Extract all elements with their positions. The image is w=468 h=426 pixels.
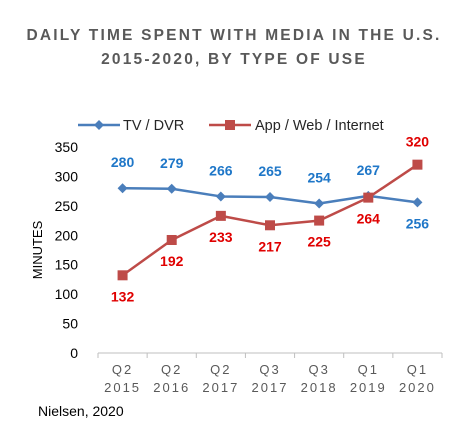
data-label: 256 (406, 215, 430, 231)
data-point (166, 234, 177, 245)
legend-label: App / Web / Internet (255, 118, 384, 134)
data-label: 192 (160, 253, 184, 269)
x-tick-label-quarter: Q2 (112, 362, 133, 377)
data-point (363, 192, 374, 203)
series-layer: 280 279 266 265 254 267 256 132 192 233 217 225 264 3… (111, 134, 429, 305)
data-point (117, 183, 128, 194)
data-label: 264 (357, 211, 381, 227)
data-label: 217 (258, 238, 282, 254)
x-tick-label-quarter: Q3 (259, 362, 280, 377)
data-point (215, 191, 226, 202)
legend-marker (94, 120, 104, 130)
x-tick-label-quarter: Q2 (161, 362, 182, 377)
data-point (314, 215, 325, 226)
data-point (215, 210, 226, 221)
data-label: 280 (111, 154, 135, 170)
data-point (117, 270, 128, 281)
data-label: 254 (307, 170, 331, 186)
x-tick-label-year: 2018 (301, 380, 338, 395)
data-point (412, 159, 423, 170)
data-label: 132 (111, 288, 135, 304)
x-tick-label-quarter: Q3 (308, 362, 329, 377)
data-point (166, 183, 177, 194)
series-app-web-internet: 132 192 233 217 225 264 320 (111, 134, 429, 305)
data-label: 266 (209, 162, 233, 178)
y-tick-label: 350 (55, 139, 79, 155)
y-tick-label: 200 (55, 227, 79, 243)
legend-marker (225, 120, 235, 130)
y-axis-title: MINUTES (30, 220, 45, 279)
data-point (314, 198, 325, 209)
y-tick-label: 250 (55, 198, 79, 214)
chart-title: DAILY TIME SPENT WITH MEDIA IN THE U.S. … (26, 27, 442, 68)
data-label: 265 (258, 163, 282, 179)
source-note: Nielsen, 2020 (38, 403, 124, 419)
data-label: 279 (160, 155, 184, 171)
legend: TV / DVR App / Web / Internet (78, 118, 384, 134)
x-tick-label-year: 2019 (350, 380, 387, 395)
y-tick-label: 0 (70, 345, 78, 361)
x-tick-label-year: 2017 (252, 380, 289, 395)
data-label: 233 (209, 229, 233, 245)
x-tick-label-quarter: Q1 (358, 362, 379, 377)
y-tick-label: 100 (55, 286, 79, 302)
x-tick-label-year: 2015 (104, 380, 141, 395)
y-tick-label: 50 (62, 316, 78, 332)
x-tick-label-quarter: Q1 (407, 362, 428, 377)
x-tick-label-quarter: Q2 (210, 362, 231, 377)
data-point (265, 192, 275, 203)
data-point (412, 197, 423, 208)
data-label: 320 (406, 134, 430, 150)
y-tick-label: 300 (55, 168, 79, 184)
axes: 0 50 100 150 200 250 300 350 MINUTES Q2 2015 Q2 2016… (30, 139, 443, 395)
data-label: 225 (307, 234, 331, 250)
legend-label: TV / DVR (123, 118, 184, 134)
data-label: 267 (357, 162, 381, 178)
y-tick-label: 150 (55, 257, 79, 273)
x-tick-label-year: 2020 (399, 380, 436, 395)
series-tv-dvr: 280 279 266 265 254 267 256 (111, 154, 429, 231)
x-tick-label-year: 2016 (153, 380, 190, 395)
data-point (265, 220, 275, 231)
x-tick-label-year: 2017 (202, 380, 239, 395)
